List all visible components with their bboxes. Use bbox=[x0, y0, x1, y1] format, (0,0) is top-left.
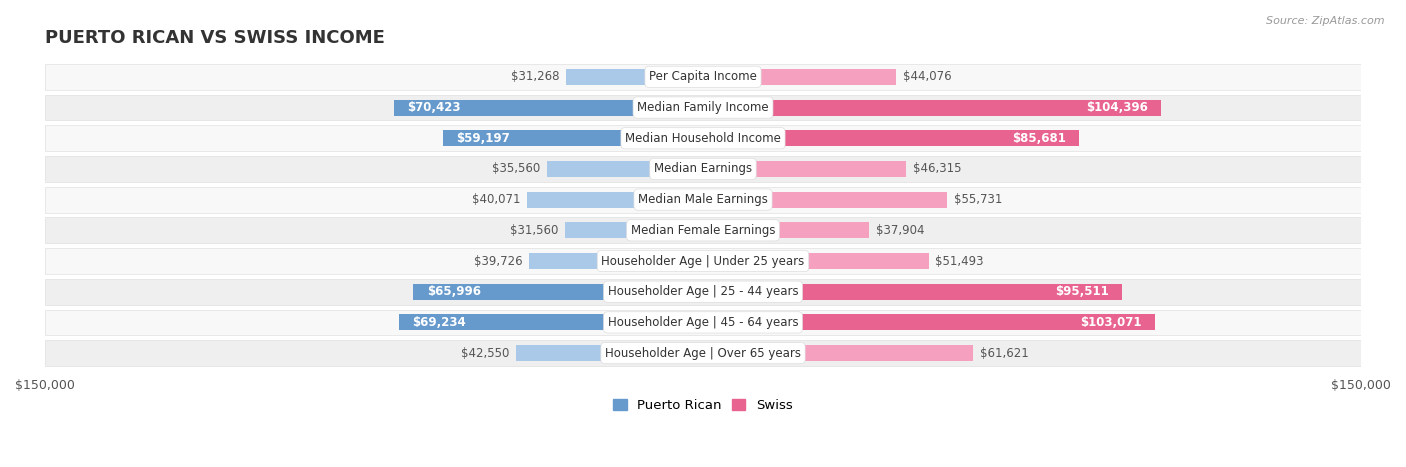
Text: $40,071: $40,071 bbox=[472, 193, 520, 206]
Legend: Puerto Rican, Swiss: Puerto Rican, Swiss bbox=[607, 393, 799, 417]
Bar bbox=[45, 187, 1361, 212]
Text: $95,511: $95,511 bbox=[1054, 285, 1109, 298]
Text: $55,731: $55,731 bbox=[955, 193, 1002, 206]
Bar bbox=[703, 222, 869, 238]
Bar bbox=[703, 345, 973, 361]
Bar bbox=[413, 284, 703, 300]
Bar bbox=[394, 99, 703, 115]
Bar bbox=[703, 69, 897, 85]
Text: Householder Age | Over 65 years: Householder Age | Over 65 years bbox=[605, 347, 801, 360]
Text: $31,268: $31,268 bbox=[510, 71, 560, 83]
Text: Median Household Income: Median Household Income bbox=[626, 132, 780, 145]
Text: Median Earnings: Median Earnings bbox=[654, 163, 752, 176]
Bar bbox=[565, 69, 703, 85]
Text: $69,234: $69,234 bbox=[412, 316, 467, 329]
Bar bbox=[529, 253, 703, 269]
Bar bbox=[527, 191, 703, 208]
Bar bbox=[703, 99, 1161, 115]
Text: Householder Age | 45 - 64 years: Householder Age | 45 - 64 years bbox=[607, 316, 799, 329]
Bar bbox=[45, 340, 1361, 366]
Bar bbox=[703, 130, 1078, 146]
Bar bbox=[45, 64, 1361, 90]
Text: Source: ZipAtlas.com: Source: ZipAtlas.com bbox=[1267, 16, 1385, 26]
Text: $61,621: $61,621 bbox=[980, 347, 1029, 360]
Bar bbox=[45, 95, 1361, 120]
Bar bbox=[45, 218, 1361, 243]
Text: Median Family Income: Median Family Income bbox=[637, 101, 769, 114]
Bar bbox=[547, 161, 703, 177]
Bar bbox=[45, 125, 1361, 151]
Text: $44,076: $44,076 bbox=[903, 71, 952, 83]
Text: $37,904: $37,904 bbox=[876, 224, 924, 237]
Bar bbox=[703, 253, 929, 269]
Text: $65,996: $65,996 bbox=[426, 285, 481, 298]
Text: $85,681: $85,681 bbox=[1012, 132, 1066, 145]
Text: Median Male Earnings: Median Male Earnings bbox=[638, 193, 768, 206]
Text: Per Capita Income: Per Capita Income bbox=[650, 71, 756, 83]
Bar bbox=[703, 314, 1156, 330]
Text: PUERTO RICAN VS SWISS INCOME: PUERTO RICAN VS SWISS INCOME bbox=[45, 29, 385, 47]
Bar bbox=[45, 156, 1361, 182]
Text: $59,197: $59,197 bbox=[457, 132, 510, 145]
Text: $31,560: $31,560 bbox=[509, 224, 558, 237]
Text: Median Female Earnings: Median Female Earnings bbox=[631, 224, 775, 237]
Bar bbox=[399, 314, 703, 330]
Bar bbox=[703, 191, 948, 208]
Text: $104,396: $104,396 bbox=[1085, 101, 1147, 114]
Bar bbox=[45, 310, 1361, 335]
Text: $35,560: $35,560 bbox=[492, 163, 540, 176]
Text: $103,071: $103,071 bbox=[1081, 316, 1142, 329]
Bar bbox=[703, 161, 907, 177]
Bar bbox=[516, 345, 703, 361]
Text: $42,550: $42,550 bbox=[461, 347, 510, 360]
Text: $70,423: $70,423 bbox=[408, 101, 461, 114]
Text: Householder Age | 25 - 44 years: Householder Age | 25 - 44 years bbox=[607, 285, 799, 298]
Text: $39,726: $39,726 bbox=[474, 255, 522, 268]
Bar bbox=[45, 279, 1361, 304]
Text: $46,315: $46,315 bbox=[912, 163, 962, 176]
Text: Householder Age | Under 25 years: Householder Age | Under 25 years bbox=[602, 255, 804, 268]
Bar bbox=[45, 248, 1361, 274]
Bar bbox=[703, 284, 1122, 300]
Bar bbox=[443, 130, 703, 146]
Bar bbox=[565, 222, 703, 238]
Text: $51,493: $51,493 bbox=[935, 255, 984, 268]
